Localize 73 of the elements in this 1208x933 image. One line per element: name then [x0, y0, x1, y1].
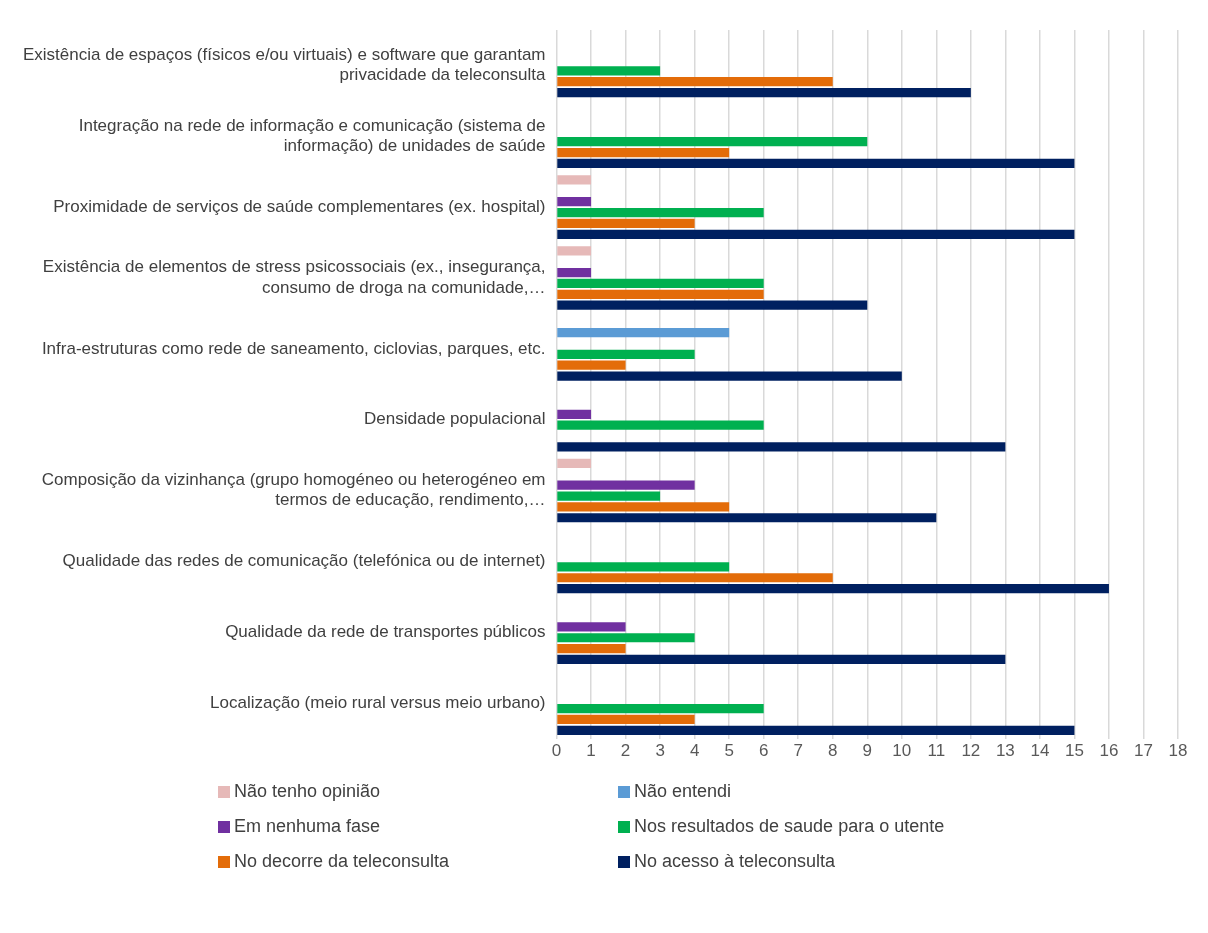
bar — [557, 207, 764, 218]
bar — [557, 458, 592, 469]
bar — [557, 300, 868, 310]
x-tick-label: 7 — [793, 741, 803, 761]
x-tick-label: 5 — [724, 741, 734, 761]
bar — [557, 267, 592, 278]
bar — [557, 480, 695, 490]
bar — [557, 703, 764, 714]
legend-label: Não entendi — [634, 781, 732, 802]
bar — [557, 349, 695, 359]
bar — [557, 643, 626, 654]
bar — [557, 562, 730, 572]
y-tick-label: Proximidade de serviços de saúde complementares (ex. hospital) — [53, 196, 546, 216]
bar — [557, 491, 661, 501]
y-tick-label: Localização (meio rural versus meio urbano) — [210, 692, 546, 712]
x-tick-label: 11 — [927, 741, 946, 761]
bar — [557, 246, 592, 256]
bar — [557, 175, 592, 185]
y-tick-label: Composição da vizinhança (grupo homogéneo ou heterogéneo em termos de educação, rendimento,… — [41, 470, 546, 510]
bar — [557, 409, 592, 419]
bar — [557, 622, 626, 632]
bar — [557, 278, 764, 289]
legend-label: Não tenho opinião — [234, 781, 381, 802]
bar — [557, 87, 971, 98]
bar — [557, 360, 626, 370]
bar — [557, 289, 764, 299]
x-tick-label: 9 — [862, 741, 872, 761]
bar — [557, 197, 592, 207]
bar — [557, 218, 695, 229]
x-tick-label: 10 — [892, 741, 912, 761]
x-tick-label: 4 — [689, 741, 700, 761]
legend-label: No acesso à teleconsulta — [634, 851, 836, 872]
bar — [557, 654, 1006, 665]
bar — [557, 229, 1075, 239]
bar — [557, 442, 1006, 452]
bar — [557, 584, 1109, 594]
bar — [557, 158, 1075, 169]
x-tick-label: 18 — [1168, 741, 1188, 761]
x-tick-label: 6 — [758, 741, 769, 761]
bar — [557, 573, 833, 583]
bar — [557, 371, 902, 381]
bar — [557, 327, 730, 338]
bar — [557, 513, 937, 523]
bar — [557, 633, 695, 643]
x-tick-label: 1 — [586, 741, 596, 761]
legend-label: Em nenhuma fase — [234, 816, 381, 837]
x-tick-label: 16 — [1099, 741, 1119, 761]
bar — [557, 714, 695, 725]
x-tick-label: 3 — [655, 741, 665, 761]
bar — [557, 77, 833, 87]
x-tick-label: 17 — [1134, 741, 1153, 761]
y-tick-label: Qualidade da rede de transportes públicos — [225, 622, 546, 641]
x-tick-label: 8 — [828, 741, 838, 761]
bar — [557, 137, 868, 147]
x-tick-label: 0 — [551, 741, 562, 761]
y-tick-label: Qualidade das redes de comunicação (telefónica ou de internet) — [62, 551, 546, 571]
bar — [557, 147, 730, 158]
y-tick-label: Integração na rede de informação e comunicação (sistema de informação) de unidades de saúde — [78, 115, 546, 156]
bar — [557, 66, 661, 76]
x-tick-label: 13 — [995, 741, 1015, 761]
y-tick-label: Infra-estruturas como rede de saneamento, ciclovias, parques, etc. — [41, 338, 546, 358]
bar — [557, 420, 764, 430]
bar — [557, 502, 730, 512]
legend-label: Nos resultados de saude para o utente — [634, 816, 945, 837]
legend-label: No decorre da teleconsulta — [234, 851, 450, 872]
x-tick-label: 12 — [961, 741, 981, 761]
y-tick-label: Existência de espaços (físicos e/ou virtuais) e software que garantam privacidade da teleconsulta — [22, 44, 547, 85]
x-tick-label: 14 — [1030, 741, 1050, 761]
bar — [557, 725, 1075, 735]
y-tick-label: Densidade populacional — [364, 409, 546, 429]
y-tick-label: Existência de elementos de stress psicossociais (ex., insegurança, consumo de droga na comunidade,… — [42, 257, 546, 297]
x-tick-label: 15 — [1064, 741, 1084, 761]
x-tick-label: 2 — [620, 741, 631, 761]
